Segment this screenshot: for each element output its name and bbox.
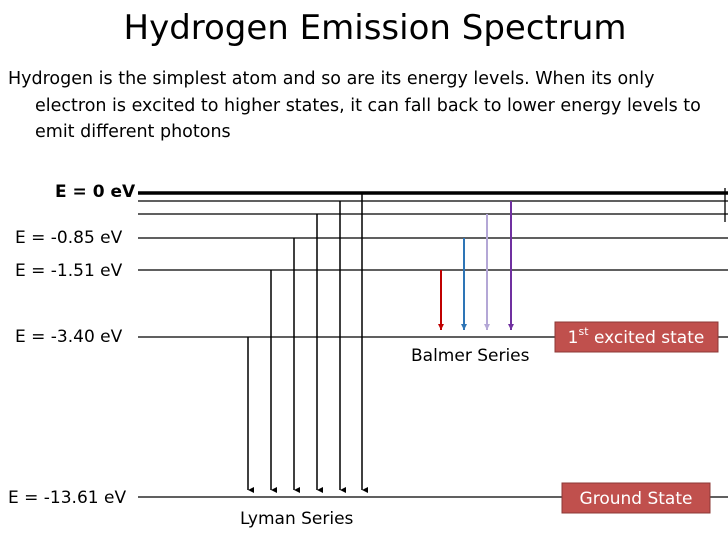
lyman-arrows — [247, 193, 362, 490]
description: Hydrogen is the simplest atom and so are… — [8, 69, 701, 142]
state-label: Ground State — [580, 489, 693, 509]
level-label: E = 0 eV — [55, 182, 136, 202]
title: Hydrogen Emission Spectrum — [123, 8, 627, 48]
state-text: excited state — [589, 328, 705, 348]
state-box — [561, 482, 711, 514]
series-label: Lyman Series — [240, 509, 354, 529]
state-suffix: st — [579, 325, 590, 338]
series-label: Balmer Series — [411, 346, 530, 366]
level-label: E = -3.40 eV — [15, 327, 123, 347]
level-label: E = -13.61 eV — [8, 488, 126, 508]
level-label: E = -0.85 eV — [15, 228, 123, 248]
state-box — [554, 321, 719, 353]
level-label: E = -1.51 eV — [15, 261, 123, 281]
state-label: 1st excited state — [568, 325, 705, 348]
state-number: 1 — [568, 328, 579, 348]
